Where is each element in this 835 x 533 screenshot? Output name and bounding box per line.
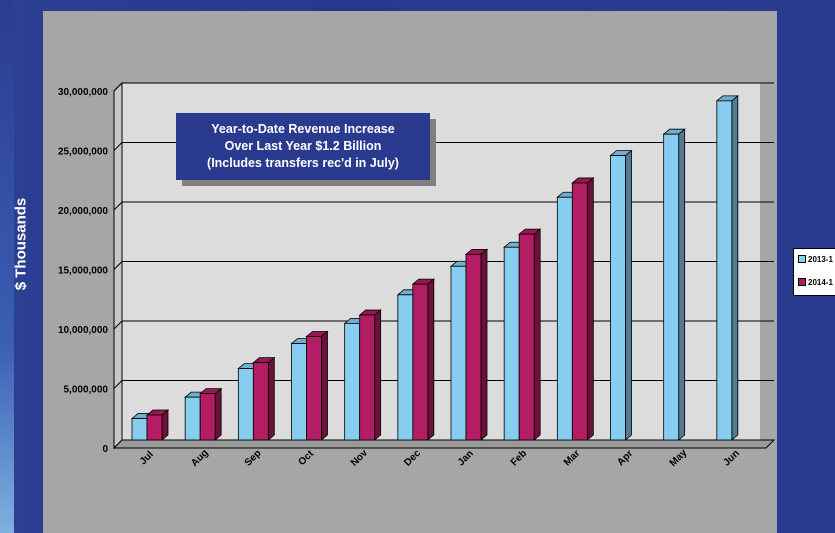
bar-front bbox=[359, 314, 376, 441]
chart-floor bbox=[112, 439, 776, 449]
x-tick-label: Nov bbox=[349, 447, 370, 468]
legend-swatch-series-1 bbox=[798, 255, 806, 263]
bar-jun-2013-1 bbox=[715, 94, 739, 441]
legend-label-series-2: 2014-1 bbox=[808, 278, 833, 287]
y-tick-label: 25,000,000 bbox=[58, 147, 108, 158]
bar-side bbox=[161, 409, 169, 441]
x-tick-label: May bbox=[668, 447, 690, 469]
bar-front bbox=[610, 155, 626, 441]
annotation-line-3: (Includes transfers rec'd in July) bbox=[207, 156, 399, 170]
x-tick-label: Sep bbox=[243, 448, 264, 469]
gridline-side bbox=[113, 82, 123, 92]
bar-front bbox=[146, 414, 163, 441]
gridline-side bbox=[113, 380, 123, 389]
bar-side bbox=[625, 149, 632, 441]
x-tick-label: Feb bbox=[509, 448, 529, 468]
bar-front bbox=[663, 133, 680, 441]
bar-front bbox=[450, 265, 467, 441]
bar-front bbox=[237, 368, 254, 441]
bar-side bbox=[731, 94, 739, 441]
x-tick-label: Jul bbox=[138, 449, 156, 467]
y-tick-label: 15,000,000 bbox=[58, 266, 108, 277]
bar-aug-2014-1 bbox=[199, 387, 223, 441]
annotation-line-2: Over Last Year $1.2 Billion bbox=[224, 139, 382, 153]
legend-item-series-1: 2013-1 bbox=[798, 255, 833, 264]
y-tick-label: 5,000,000 bbox=[64, 385, 109, 396]
bar-dec-2014-1 bbox=[411, 278, 435, 441]
bar-side bbox=[678, 128, 686, 441]
bar-side bbox=[374, 309, 382, 441]
bar-front bbox=[465, 253, 482, 441]
x-tick-label: Apr bbox=[615, 448, 635, 468]
bar-front bbox=[252, 362, 269, 441]
bar-side bbox=[267, 356, 275, 441]
bar-front bbox=[131, 418, 148, 441]
bar-jul-2014-1 bbox=[145, 409, 170, 441]
bar-front bbox=[412, 283, 429, 441]
bar-front bbox=[199, 393, 216, 441]
bar-front bbox=[291, 343, 307, 441]
x-tick-label: Dec bbox=[402, 448, 423, 469]
bar-front bbox=[716, 100, 733, 441]
x-tick-label: Jan bbox=[456, 448, 476, 468]
x-tick-label: Jun bbox=[721, 448, 741, 468]
bar-front bbox=[397, 294, 414, 441]
gridline-side bbox=[113, 201, 123, 211]
bar-front bbox=[556, 196, 573, 441]
bar-oct-2014-1 bbox=[305, 330, 329, 441]
x-tick-labels: Jul Aug Sep Oct Nov Dec Jan Feb Mar Apr May Jun bbox=[138, 447, 742, 469]
x-tick-label: Mar bbox=[562, 448, 582, 468]
bar-front bbox=[503, 246, 520, 441]
bar-side bbox=[321, 330, 328, 441]
y-tick-label: 30,000,000 bbox=[58, 87, 108, 98]
bar-side bbox=[586, 177, 594, 441]
legend-label-series-1: 2013-1 bbox=[808, 255, 833, 264]
legend-item-series-2: 2014-1 bbox=[798, 278, 833, 287]
bar-sep-2014-1 bbox=[252, 356, 276, 441]
bar-side bbox=[480, 248, 488, 441]
bar-side bbox=[214, 387, 222, 441]
y-tick-label: 10,000,000 bbox=[58, 325, 108, 336]
bar-front bbox=[184, 396, 201, 441]
bar-front bbox=[518, 233, 535, 441]
x-tick-label: Oct bbox=[297, 448, 317, 468]
gridline-side bbox=[113, 142, 123, 151]
bars bbox=[130, 94, 739, 441]
bar-front bbox=[571, 182, 588, 441]
bar-front bbox=[344, 322, 361, 441]
bar-side bbox=[533, 228, 541, 441]
legend-swatch-series-2 bbox=[798, 278, 806, 286]
bar-mar-2014-1 bbox=[571, 177, 595, 441]
y-tick-label: 20,000,000 bbox=[58, 206, 108, 217]
x-tick-label: Aug bbox=[189, 447, 211, 469]
revenue-annotation-box: Year-to-Date Revenue Increase Over Last … bbox=[176, 113, 430, 180]
left-edge-glow bbox=[0, 0, 14, 533]
y-tick-label: 0 bbox=[102, 444, 108, 455]
bar-feb-2014-1 bbox=[518, 228, 542, 441]
bar-front bbox=[306, 336, 322, 441]
gridline-side bbox=[113, 320, 123, 330]
legend: 2013-1 2014-1 bbox=[793, 248, 835, 296]
y-tick-labels: 0 5,000,000 10,000,000 15,000,000 20,000,000… bbox=[58, 87, 109, 455]
bar-apr-2013-1 bbox=[609, 149, 633, 441]
annotation-line-1: Year-to-Date Revenue Increase bbox=[211, 122, 395, 136]
bar-jan-2014-1 bbox=[464, 248, 489, 441]
gridline-side bbox=[113, 261, 123, 270]
bar-nov-2014-1 bbox=[358, 309, 382, 441]
bar-side bbox=[427, 278, 435, 441]
bar-may-2013-1 bbox=[662, 128, 686, 441]
